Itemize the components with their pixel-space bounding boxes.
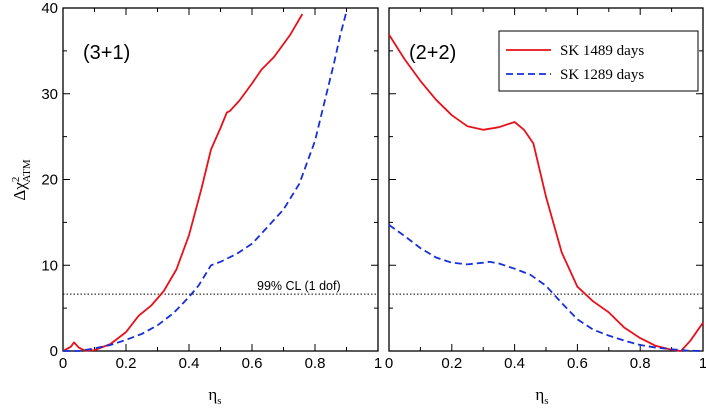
ticks-left	[62, 7, 379, 352]
series-line-sk1289	[388, 224, 704, 352]
panel-2plus2: 0 0.2 0.4 0.6 0.8 1 (2+2) SK 1489 days SK 128…	[385, 7, 706, 372]
tick-labels-right: 0 0.2 0.4 0.6 0.8 1	[385, 355, 706, 372]
x-tick-label: 1	[699, 355, 706, 372]
y-tick-label: 10	[41, 257, 58, 274]
x-axis-label-right: ηs	[535, 385, 548, 407]
x-tick-label: 0	[385, 355, 393, 372]
x-tick-label: 1	[374, 355, 382, 372]
x-tick-label: 0.6	[567, 355, 588, 372]
x-tick-label: 0.4	[179, 355, 200, 372]
panel-label-2plus2: (2+2)	[409, 42, 456, 64]
xlabel-left-main: η	[208, 385, 217, 404]
xlabel-right-sub: s	[544, 395, 548, 407]
ylabel-main: Δχ	[10, 182, 29, 201]
series-line-sk1289	[63, 11, 348, 352]
ylabel-sup: 2	[10, 177, 22, 183]
legend-label-sk1289: SK 1289 days	[560, 67, 644, 83]
legend-box	[498, 30, 699, 92]
cl-label: 99% CL (1 dof)	[257, 279, 341, 293]
x-tick-label: 0.4	[504, 355, 525, 372]
panel-label-3plus1: (3+1)	[83, 42, 130, 64]
series-line-sk1489	[62, 13, 304, 352]
y-tick-label: 30	[41, 86, 58, 103]
x-axis-label-left: ηs	[208, 385, 221, 407]
series-left	[62, 11, 348, 352]
x-tick-label: 0.2	[116, 355, 137, 372]
svg-text:Δχ2ATM: Δχ2ATM	[10, 159, 33, 200]
legend-label-sk1489: SK 1489 days	[560, 43, 644, 59]
y-tick-label: 20	[41, 172, 58, 189]
ylabel-sub: ATM	[21, 159, 33, 182]
series-line-sk1489	[388, 34, 704, 352]
xlabel-left-sub: s	[217, 395, 221, 407]
x-tick-label: 0.8	[305, 355, 326, 372]
x-tick-label: 0.6	[242, 355, 263, 372]
x-tick-label: 0.2	[441, 355, 462, 372]
xlabel-right-main: η	[535, 385, 544, 404]
x-tick-label: 0	[59, 355, 67, 372]
y-tick-label: 40	[41, 0, 58, 17]
y-axis-label: Δχ2ATM	[10, 159, 33, 200]
legend: SK 1489 days SK 1289 days	[498, 30, 699, 92]
y-tick-label: 0	[50, 343, 58, 360]
series-right	[388, 34, 704, 352]
x-tick-label: 0.8	[630, 355, 651, 372]
